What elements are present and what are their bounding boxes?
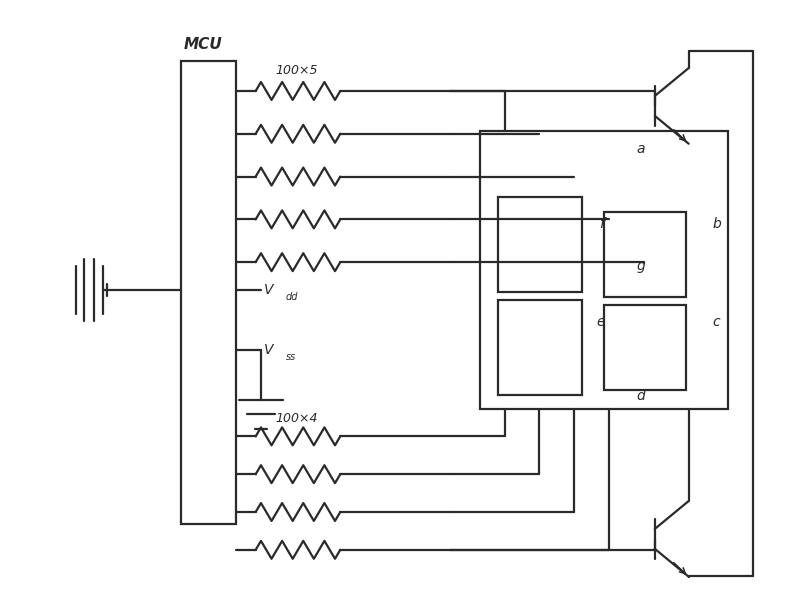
Text: V: V — [264, 283, 273, 297]
Text: 100×4: 100×4 — [275, 412, 318, 425]
Text: MCU: MCU — [184, 37, 222, 52]
Bar — [604, 305, 686, 390]
Text: c: c — [713, 315, 720, 329]
Bar — [498, 300, 582, 394]
Bar — [181, 61, 236, 524]
Bar — [604, 212, 686, 297]
Text: a: a — [637, 142, 645, 156]
Bar — [480, 131, 729, 409]
Bar — [498, 198, 582, 292]
Text: e: e — [597, 315, 606, 329]
Text: d: d — [637, 389, 646, 403]
Text: V: V — [264, 343, 273, 357]
Text: dd: dd — [286, 292, 298, 302]
Text: 100×5: 100×5 — [275, 64, 318, 77]
Text: g: g — [637, 259, 646, 273]
Text: f: f — [598, 217, 603, 231]
Text: b: b — [712, 217, 721, 231]
Text: ss: ss — [286, 352, 296, 362]
